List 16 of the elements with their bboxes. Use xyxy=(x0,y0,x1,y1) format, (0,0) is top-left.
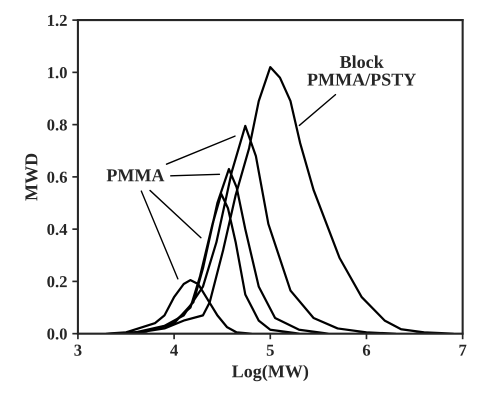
x-tick-label: 7 xyxy=(459,344,466,356)
y-tick-label: 0.8 xyxy=(47,119,67,131)
x-tick-label: 4 xyxy=(170,344,178,356)
y-tick-label: 0.6 xyxy=(47,172,68,183)
y-tick-label: 1.2 xyxy=(48,14,67,26)
x-tick-label: 5 xyxy=(266,344,274,356)
y-tick-label: 1.0 xyxy=(48,67,67,78)
x-tick-label: 6 xyxy=(362,344,370,356)
y-axis-title: MWD xyxy=(25,154,38,201)
annotation: PMMA xyxy=(106,169,164,182)
y-tick-label: 0.0 xyxy=(47,328,67,340)
y-tick-label: 0.4 xyxy=(47,224,68,236)
annotation: Block PMMA/PSTY xyxy=(307,55,416,86)
y-tick-label: 0.2 xyxy=(47,276,67,288)
x-axis-title: Log(MW) xyxy=(232,364,308,382)
x-tick-label: 3 xyxy=(74,344,82,356)
